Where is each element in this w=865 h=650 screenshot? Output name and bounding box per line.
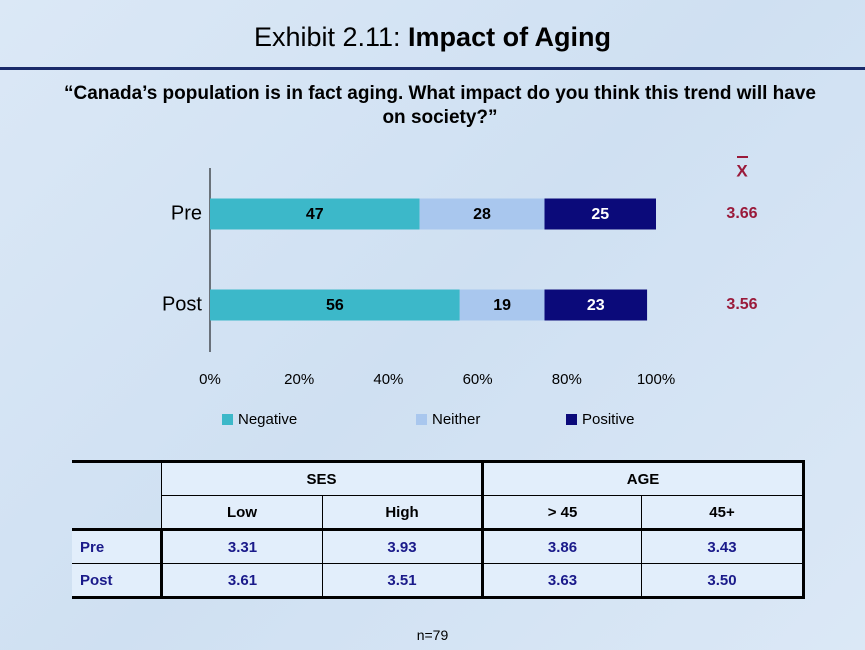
cell: 3.31 — [160, 528, 323, 564]
legend-swatch — [416, 414, 427, 425]
data-label: 56 — [326, 297, 344, 314]
legend-label: Negative — [238, 411, 297, 428]
column-header: 45+ — [641, 495, 805, 530]
chart: 0% 20% 40% 60% 80% 100% Pre 47 28 25 3.66 Post 56 19 2… — [162, 156, 758, 428]
data-label: 19 — [493, 297, 511, 314]
bar-segment — [544, 289, 648, 321]
cell: 3.63 — [481, 563, 642, 599]
header-row: SES AGE — [72, 460, 805, 496]
legend-swatch — [566, 414, 577, 425]
cell: 3.93 — [322, 528, 483, 564]
mean-value: 3.56 — [726, 296, 757, 313]
x-tick-label: 0% — [199, 371, 221, 388]
x-tick-label: 80% — [552, 371, 582, 388]
subheader-row: Low High > 45 45+ — [72, 495, 805, 530]
legend-label: Positive — [582, 411, 635, 428]
cell: 3.50 — [641, 563, 805, 599]
bar-segment — [459, 289, 545, 321]
cell: 3.61 — [160, 563, 323, 599]
legend-label: Neither — [432, 411, 480, 428]
data-label: 23 — [587, 297, 605, 314]
title: Exhibit 2.11: Impact of Aging — [0, 22, 865, 53]
table: SES AGE Low High > 45 45+ Pre 3.31 3.93 3.86 3.43 P… — [72, 460, 805, 599]
x-tick-label: 60% — [463, 371, 493, 388]
data-label: 47 — [306, 206, 324, 223]
column-header: High — [322, 495, 483, 530]
row-label: Post — [72, 563, 162, 599]
x-tick-label: 100% — [637, 371, 675, 388]
data-label: 25 — [591, 206, 609, 223]
title-prefix: Exhibit 2.11: — [253, 22, 401, 52]
footnote: n=79 — [416, 627, 449, 643]
bar-segment — [210, 198, 420, 230]
group-header: AGE — [481, 460, 805, 496]
cell: 3.43 — [641, 528, 805, 564]
blank — [72, 496, 162, 530]
x-tick-label: 40% — [373, 371, 403, 388]
group-header: SES — [161, 460, 483, 496]
data-label: 28 — [473, 206, 491, 223]
bar-segment — [419, 198, 545, 230]
category-label: Pre — [171, 202, 202, 224]
column-header: Low — [161, 495, 323, 530]
row-label: Pre — [72, 528, 162, 564]
title-rule — [0, 67, 865, 70]
blank — [72, 460, 162, 496]
cell: 3.86 — [481, 528, 642, 564]
cell: 3.51 — [322, 563, 483, 599]
mean-header: X — [736, 161, 748, 180]
data-row: Pre 3.31 3.93 3.86 3.43 — [72, 528, 805, 564]
column-header: > 45 — [481, 495, 642, 530]
mean-value: 3.66 — [726, 205, 757, 222]
data-row: Post 3.61 3.51 3.63 3.50 — [72, 563, 805, 599]
question: “Canada’s population is in fact aging. W… — [64, 83, 816, 128]
legend-swatch — [222, 414, 233, 425]
bar-segment — [544, 198, 656, 230]
x-tick-label: 20% — [284, 371, 314, 388]
category-label: Post — [162, 293, 202, 315]
title-bold: Impact of Aging — [408, 22, 612, 52]
bar-segment — [210, 289, 460, 321]
